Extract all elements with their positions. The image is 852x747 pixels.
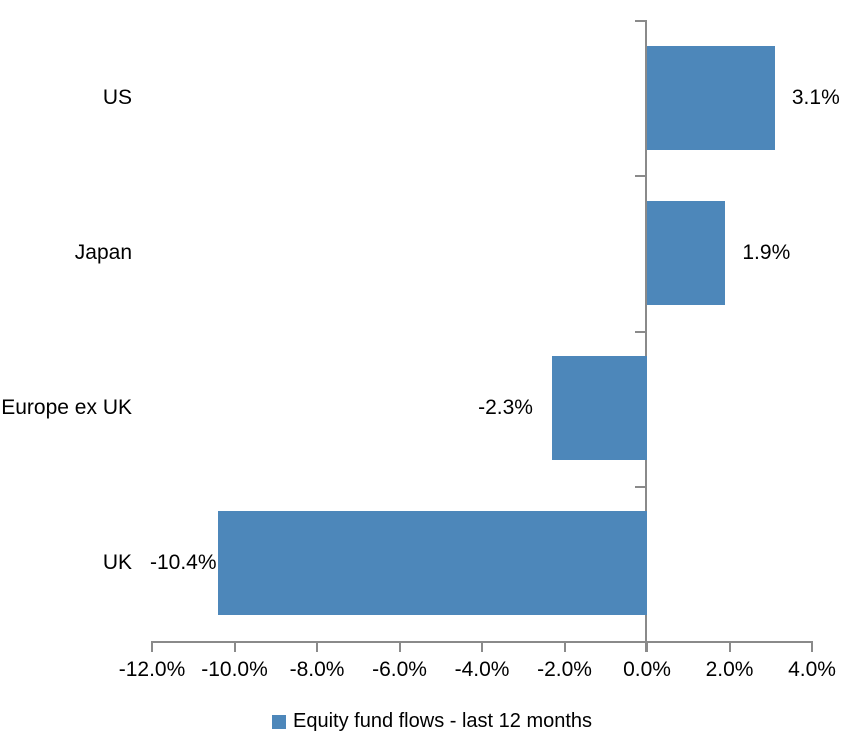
legend: Equity fund flows - last 12 months xyxy=(272,710,592,733)
bar-us xyxy=(647,45,775,150)
x-axis-tick xyxy=(233,641,236,652)
x-tick-label: -10.0% xyxy=(201,658,268,681)
x-axis-tick xyxy=(151,641,153,652)
y-axis-tick xyxy=(635,175,645,178)
x-axis-tick xyxy=(481,641,483,652)
bar-japan xyxy=(647,200,726,305)
bar-europe-ex-uk xyxy=(552,356,647,461)
x-tick-label: 4.0% xyxy=(788,658,836,681)
legend-label: Equity fund flows - last 12 months xyxy=(293,710,593,732)
x-tick-label: -8.0% xyxy=(289,658,345,681)
bar-uk xyxy=(218,511,647,616)
x-tick-label: -4.0% xyxy=(454,658,510,681)
legend-swatch-icon xyxy=(272,714,286,729)
data-label-japan: 1.9% xyxy=(742,240,791,264)
x-axis-tick xyxy=(316,641,318,652)
data-label-uk: -10.4% xyxy=(150,551,217,575)
category-label-japan: Japan xyxy=(74,240,132,264)
x-tick-label: 2.0% xyxy=(705,658,754,681)
y-axis-tick xyxy=(635,330,645,333)
x-axis-tick xyxy=(398,641,401,652)
x-axis-tick xyxy=(728,641,731,652)
category-label-europe-ex-uk: Europe ex UK xyxy=(1,396,132,420)
y-axis-tick xyxy=(635,485,645,488)
x-tick-label: -12.0% xyxy=(118,658,186,681)
category-label-uk: UK xyxy=(102,551,132,575)
category-label-us: US xyxy=(102,85,132,109)
x-tick-label: 0.0% xyxy=(623,658,671,681)
data-label-us: 3.1% xyxy=(791,85,840,109)
x-axis-tick xyxy=(563,641,566,652)
x-tick-label: -2.0% xyxy=(537,658,592,681)
data-label-europe-ex-uk: -2.3% xyxy=(478,396,533,420)
x-axis-tick xyxy=(646,641,648,652)
x-tick-label: -6.0% xyxy=(372,658,427,681)
y-axis-tick xyxy=(635,20,645,22)
y-axis-line xyxy=(645,20,647,652)
x-axis-tick xyxy=(811,641,813,652)
